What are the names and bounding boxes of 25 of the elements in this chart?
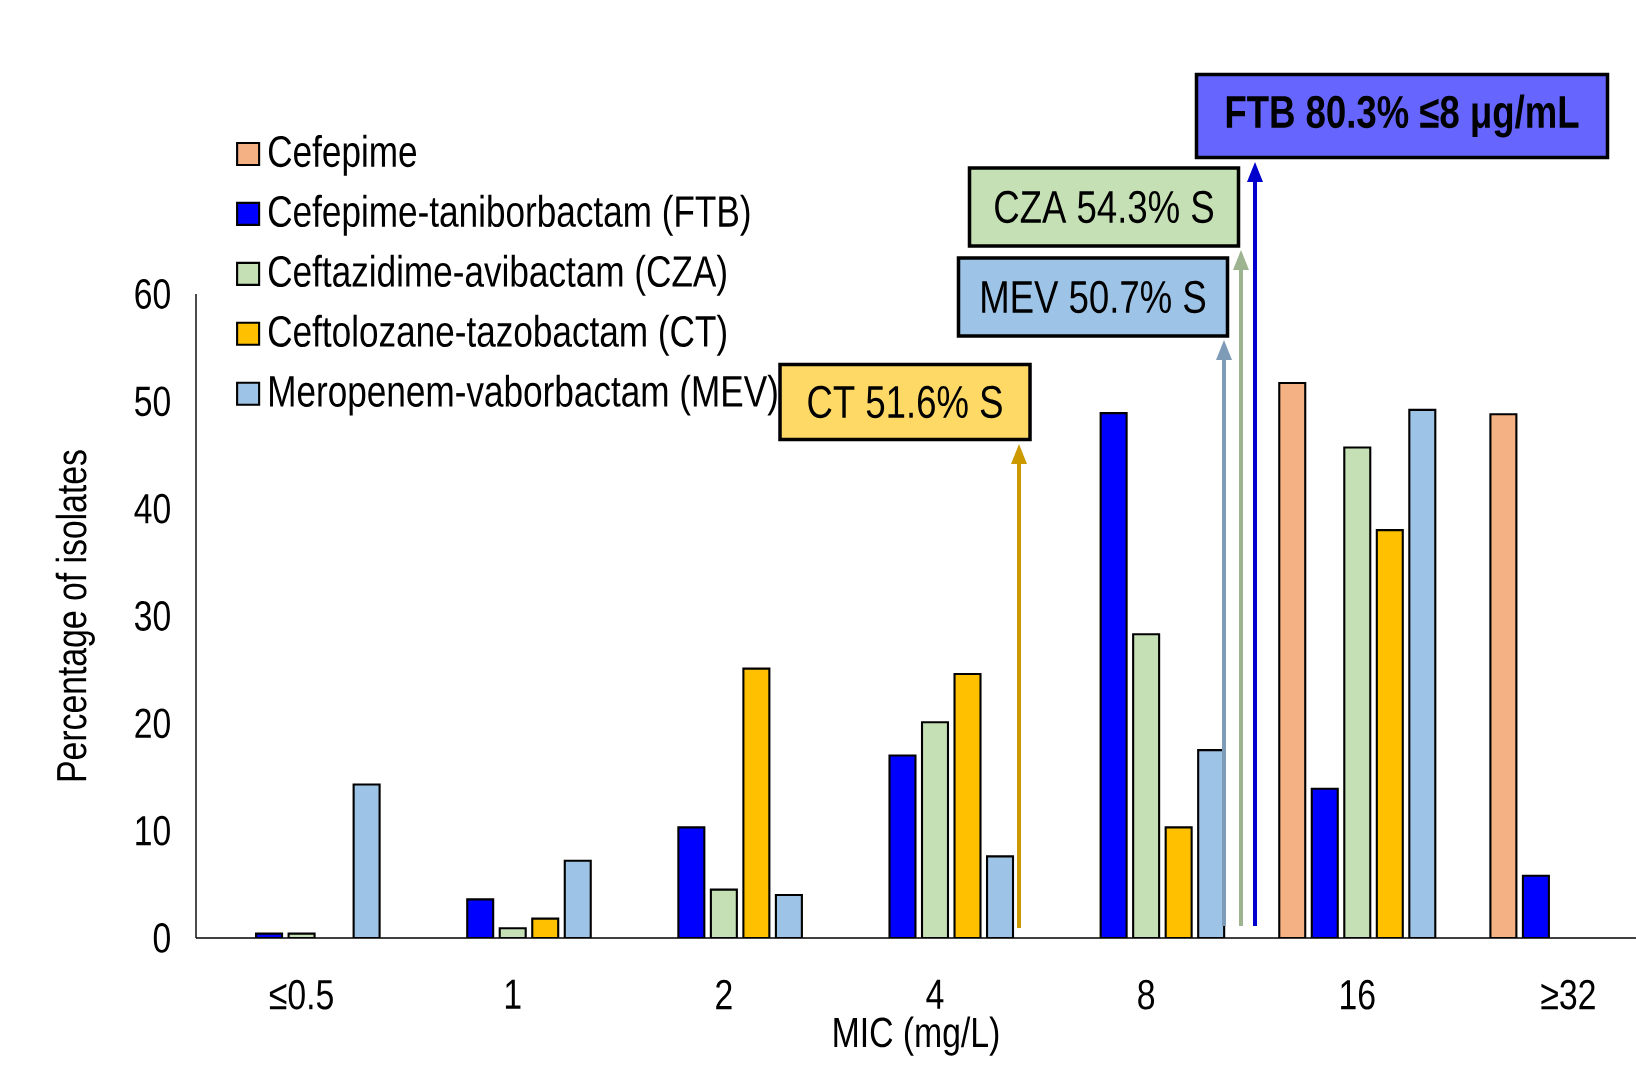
legend-label: Cefepime bbox=[268, 134, 417, 176]
legend-label: Meropenem-vaborbactam (MEV) bbox=[270, 374, 777, 416]
text: CZA 54.3% S bbox=[995, 190, 1214, 224]
y-tick-label: 30 bbox=[134, 601, 170, 631]
y-tick-label: 50 bbox=[135, 386, 170, 417]
x-tick-label: ≥32 bbox=[1541, 979, 1595, 1010]
x-tick-label: 4 bbox=[926, 979, 944, 1009]
x-tick-label: 16 bbox=[1341, 979, 1375, 1010]
annotation: CT 51.6% S bbox=[808, 385, 1002, 419]
y-tick-label: 0 bbox=[153, 923, 170, 953]
y-tick-label: 20 bbox=[135, 708, 170, 739]
x-axis-title: MIC (mg/L) bbox=[834, 1016, 999, 1056]
x-tick-label: 1 bbox=[505, 979, 521, 1009]
annotation: MEV 50.7% S bbox=[982, 280, 1206, 314]
x-tick-label: 2 bbox=[716, 979, 732, 1010]
legend-label: Ceftolozane-tazobactam (CT) bbox=[268, 314, 726, 356]
legend-label: Ceftazidime-avibactam (CZA) bbox=[268, 254, 726, 296]
y-tick-label: 40 bbox=[134, 493, 170, 524]
y-axis-title: Percentage of isolates bbox=[55, 450, 95, 781]
legend-label: Cefepime-taniborbactam (FTB) bbox=[268, 194, 750, 236]
x-tick-label: ≤0.5 bbox=[269, 979, 333, 1010]
x-tick-label: 8 bbox=[1138, 979, 1155, 1010]
y-tick-label: 10 bbox=[136, 815, 170, 846]
y-tick-label: 60 bbox=[135, 279, 170, 309]
text: FTB 80.3% ≤8 μg/mL bbox=[1226, 94, 1579, 138]
